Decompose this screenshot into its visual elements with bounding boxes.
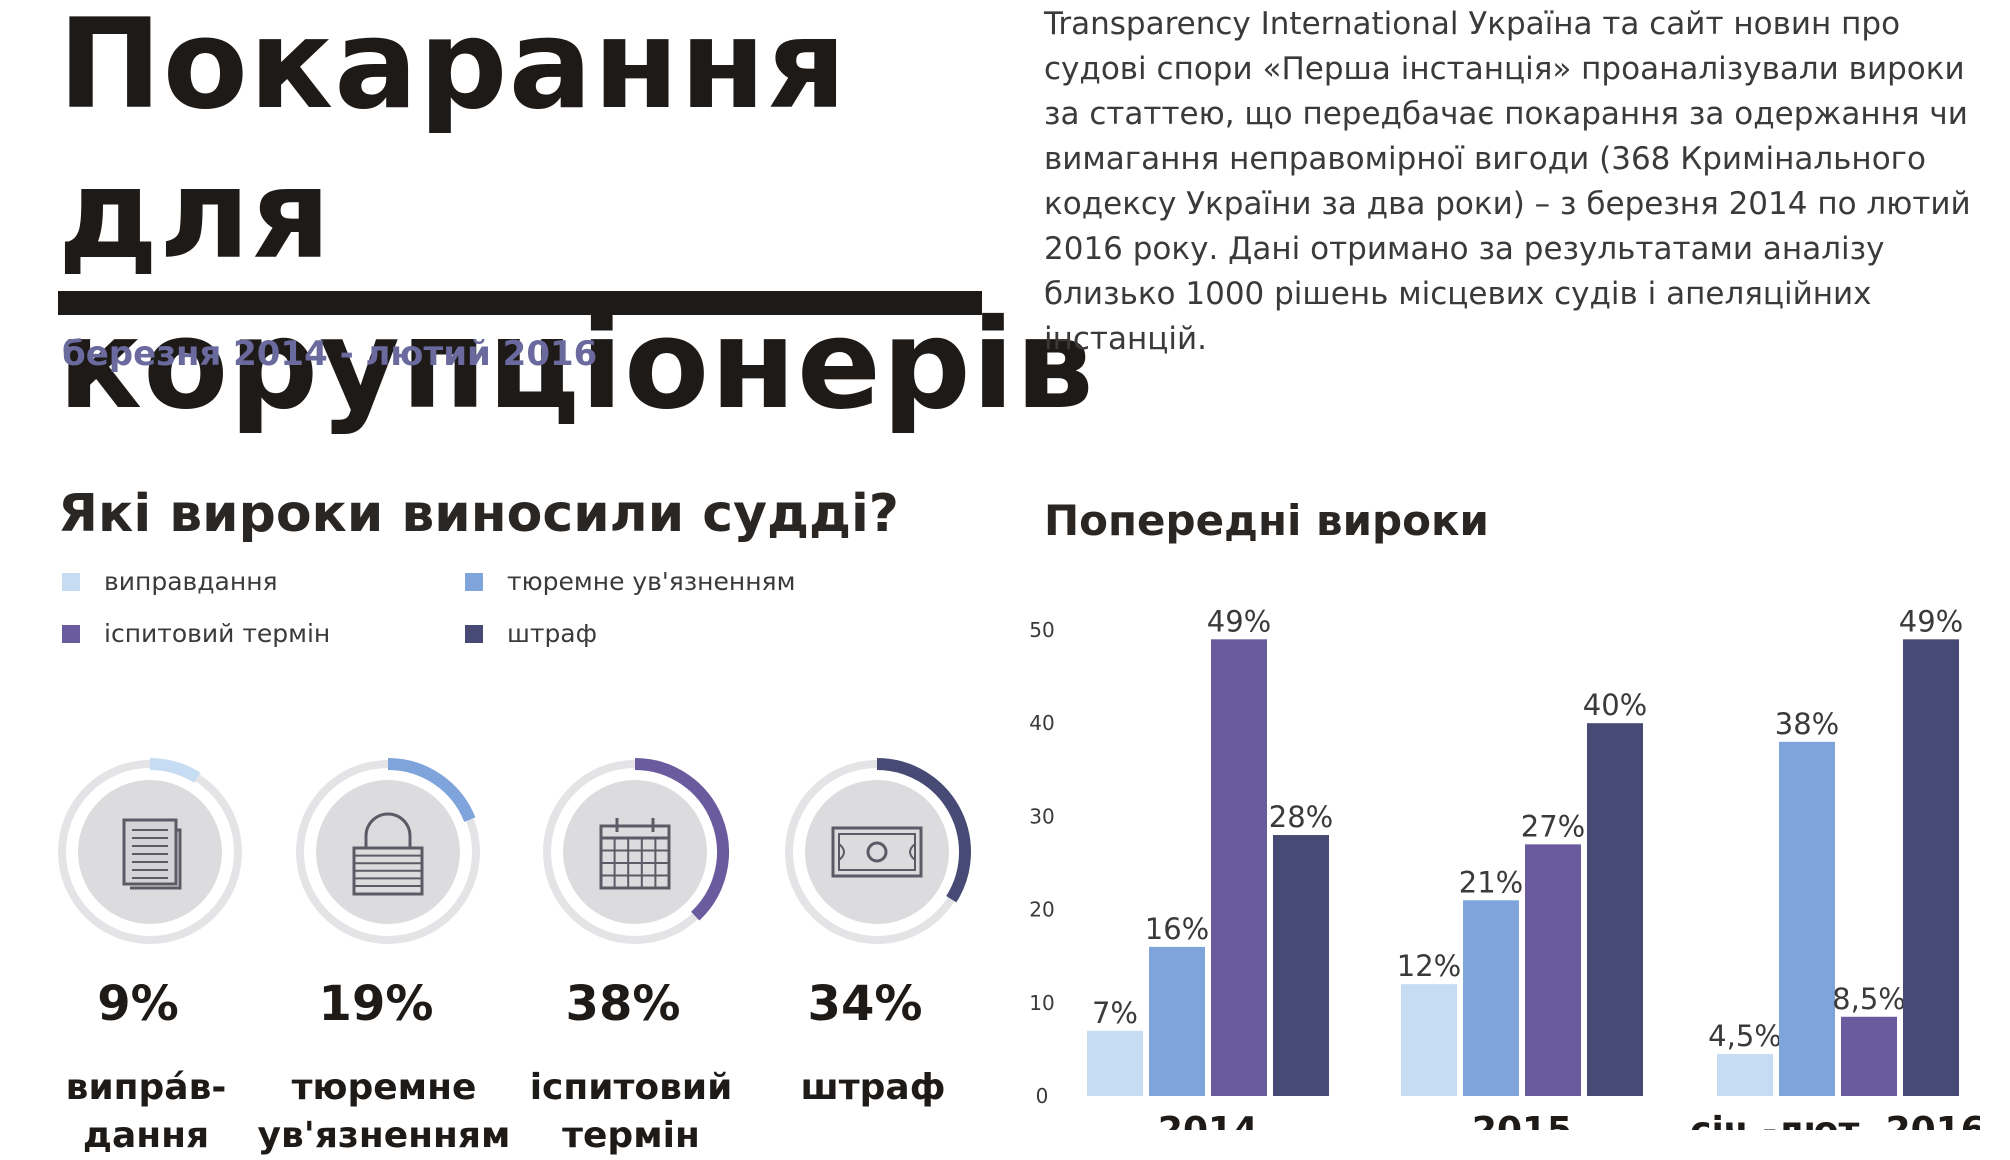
bar-value-label: 21%	[1459, 865, 1523, 899]
y-tick-label: 40	[1029, 711, 1054, 735]
y-tick-label: 30	[1029, 804, 1054, 828]
x-category-label: січ.-лют. 2016	[1690, 1110, 1980, 1130]
bar	[1273, 835, 1329, 1096]
previous-sentences-heading: Попередні вироки	[1044, 496, 1489, 545]
bar-value-label: 16%	[1145, 912, 1209, 946]
legend-label: штраф	[507, 619, 598, 648]
bar	[1149, 946, 1205, 1096]
period-subtitle: березня 2014 - лютий 2016	[62, 334, 598, 374]
ring-arc	[387, 758, 476, 822]
legend-swatch	[62, 624, 80, 643]
bar	[1903, 639, 1959, 1096]
document-icon	[122, 818, 182, 890]
bar-value-label: 28%	[1269, 800, 1333, 834]
ring-value-label: 9%	[97, 976, 179, 1032]
legend-label: тюремне ув'язненням	[507, 567, 796, 596]
sentences-heading: Які вироки виносили судді?	[58, 484, 899, 544]
bar-value-label: 49%	[1207, 604, 1271, 638]
ring-category-label: штраф	[800, 1067, 946, 1108]
y-tick-label: 50	[1029, 618, 1054, 642]
legend-swatch	[62, 572, 80, 591]
legend-item: штраф	[465, 619, 597, 648]
bar-value-label: 4,5%	[1708, 1019, 1782, 1053]
bar-value-label: 38%	[1775, 707, 1839, 741]
legend-item: тюремне ув'язненням	[465, 567, 795, 596]
bar	[1087, 1030, 1143, 1096]
bar	[1779, 741, 1835, 1096]
legend-item: виправдання	[62, 567, 278, 596]
ring-arc	[876, 758, 971, 903]
lock-icon	[352, 812, 424, 896]
ring-inner	[316, 780, 460, 924]
ring-chart-0	[50, 752, 250, 952]
y-tick-label: 10	[1029, 991, 1054, 1015]
ring-chart-2	[535, 752, 735, 952]
bar-chart: 0 10 20 30 40 50 7% 16% 49% 28% 2014 12% 21% 27% 40% 20…	[1029, 604, 1980, 1130]
ring-inner	[563, 780, 707, 924]
legend-swatch	[465, 624, 483, 643]
calendar-icon	[599, 818, 671, 890]
bar	[1211, 639, 1267, 1096]
legend-label: виправдання	[104, 567, 278, 596]
ring-chart-1	[288, 752, 488, 952]
bar-value-label: 12%	[1397, 949, 1461, 983]
ring-arc	[634, 758, 729, 921]
x-category-label: 2015	[1472, 1110, 1572, 1130]
ring-value-label: 19%	[318, 976, 434, 1032]
bar-value-label: 8,5%	[1832, 982, 1906, 1016]
x-category-label: 2014	[1158, 1110, 1258, 1130]
bar-value-label: 27%	[1521, 809, 1585, 843]
ring-chart-3	[777, 752, 977, 952]
legend-swatch	[465, 572, 483, 591]
banknote-icon	[831, 826, 923, 878]
ring-value-label: 38%	[565, 976, 681, 1032]
bar	[1463, 900, 1519, 1096]
bar	[1525, 844, 1581, 1096]
ring-arc	[149, 758, 201, 783]
y-tick-label: 0	[1036, 1084, 1049, 1108]
bar-value-label: 7%	[1092, 996, 1138, 1030]
bar	[1841, 1016, 1897, 1096]
title-divider	[58, 291, 982, 315]
page-title: Покарання для корупціонерів	[58, 0, 1095, 437]
bar	[1401, 984, 1457, 1096]
bar	[1587, 723, 1643, 1096]
bar-value-label: 40%	[1583, 688, 1647, 722]
ring-inner	[805, 780, 949, 924]
bar-value-label: 49%	[1899, 604, 1963, 638]
bar	[1717, 1054, 1773, 1096]
legend-item: іспитовий термін	[62, 619, 330, 648]
legend-label: іспитовий термін	[104, 619, 331, 648]
ring-value-label: 34%	[807, 976, 923, 1032]
intro-text: Transparency International Україна та са…	[1044, 6, 1971, 357]
y-tick-label: 20	[1029, 898, 1054, 922]
